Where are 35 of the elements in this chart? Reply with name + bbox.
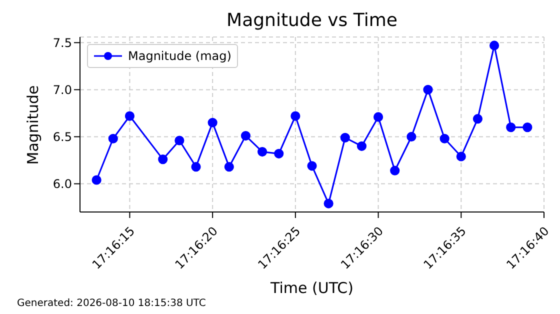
point [240, 130, 251, 141]
point [456, 152, 466, 162]
point [158, 154, 168, 164]
point [489, 40, 500, 50]
point [208, 118, 218, 128]
x-axis-title: Time (UTC) [270, 279, 354, 297]
y-tick-label: 7.0 [52, 82, 72, 97]
point [472, 114, 483, 124]
point [373, 112, 384, 122]
text: Generated: 2026-08-10 18:15:38 UTC [17, 298, 206, 309]
point [191, 162, 201, 172]
point [506, 122, 516, 132]
chart-title: Magnitude vs Time [226, 10, 398, 31]
point [124, 111, 135, 121]
point [274, 148, 284, 158]
point [440, 134, 450, 144]
y-axis-title: Magnitude [24, 85, 42, 165]
point [257, 146, 268, 157]
point [522, 122, 532, 132]
point [406, 132, 416, 142]
point [174, 136, 184, 146]
y-tick-label: 7.5 [52, 36, 72, 50]
point [324, 198, 334, 208]
point [92, 175, 102, 185]
point [340, 132, 350, 142]
y-tick-label: 6.0 [52, 177, 72, 192]
point [307, 161, 317, 171]
point [224, 162, 234, 172]
legend-label: Magnitude (mag) [128, 48, 232, 65]
point [390, 166, 400, 176]
point [423, 84, 433, 94]
point [290, 111, 300, 121]
y-tick-label: 6.5 [52, 130, 72, 144]
point [108, 134, 118, 144]
point [356, 141, 367, 151]
